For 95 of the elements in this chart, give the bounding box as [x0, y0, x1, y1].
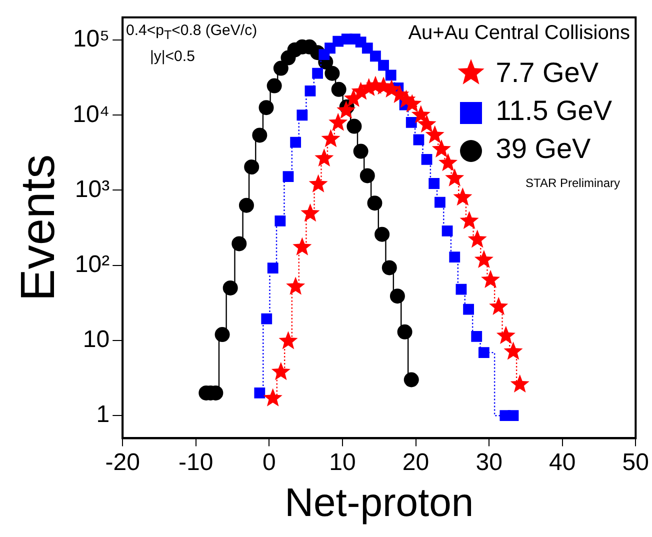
point	[382, 260, 397, 276]
point	[261, 313, 272, 324]
point	[296, 110, 308, 121]
point	[274, 216, 286, 226]
point	[324, 42, 336, 54]
y-tick-label: 10⁴	[72, 100, 110, 128]
y-tick-label: 10³	[74, 176, 110, 203]
annotation: STAR Preliminary	[526, 176, 620, 190]
x-tick-label: 0	[262, 449, 276, 476]
point	[397, 324, 412, 340]
point	[510, 374, 530, 393]
point	[378, 60, 389, 71]
point	[453, 188, 472, 206]
point	[314, 148, 334, 167]
point	[456, 284, 467, 295]
annotation: 0.4<p$_{T}$<0.8 (GeV/c)	[126, 22, 258, 42]
point	[496, 326, 516, 344]
point	[489, 296, 508, 315]
point	[463, 304, 474, 315]
point	[324, 66, 340, 81]
point	[468, 230, 487, 248]
legend-label: 7.7 GeV	[496, 57, 598, 89]
point	[413, 134, 424, 146]
point	[449, 252, 460, 262]
x-tick-label: -20	[105, 449, 140, 476]
point	[404, 372, 419, 388]
point	[438, 153, 458, 172]
point	[390, 288, 405, 304]
point	[385, 70, 396, 81]
point	[266, 78, 282, 94]
point	[367, 196, 382, 211]
point	[445, 168, 464, 186]
point	[271, 362, 290, 380]
x-tick-label: 50	[622, 449, 650, 476]
point	[304, 85, 316, 96]
point	[267, 262, 278, 274]
point	[254, 388, 266, 398]
point	[331, 82, 346, 97]
point	[432, 139, 451, 158]
point	[425, 125, 444, 144]
point	[244, 159, 260, 174]
point	[478, 347, 490, 358]
point	[300, 204, 320, 222]
x-tick-label: 10	[329, 449, 356, 476]
point	[258, 100, 274, 116]
point	[481, 270, 500, 288]
point	[263, 388, 282, 406]
y-axis-title: Events	[12, 154, 66, 302]
point	[421, 154, 432, 165]
point	[321, 129, 340, 148]
point	[312, 68, 324, 79]
point	[474, 250, 494, 268]
point	[362, 42, 373, 54]
point	[214, 327, 230, 342]
point	[252, 128, 268, 143]
point	[411, 105, 430, 124]
point	[290, 136, 302, 148]
point	[406, 116, 417, 128]
annotation: Au+Au Central Collisions	[408, 22, 630, 45]
point	[417, 114, 436, 133]
x-axis-title: Net-proton	[284, 481, 474, 526]
legend-label: 11.5 GeV	[496, 95, 612, 127]
point	[292, 237, 312, 256]
x-tick-label: 30	[476, 449, 502, 476]
point	[471, 331, 482, 342]
point	[282, 171, 294, 182]
y-tick-label: 10²	[74, 250, 110, 278]
point	[232, 236, 247, 252]
point	[374, 226, 390, 242]
x-tick-label: 20	[402, 449, 430, 476]
annotation: |y|<0.5	[150, 48, 195, 65]
x-tick-label: 40	[549, 449, 576, 476]
point	[238, 198, 254, 213]
point	[222, 280, 238, 296]
point	[336, 100, 356, 119]
x-tick-label: -10	[178, 449, 214, 476]
point	[442, 226, 453, 236]
point	[508, 410, 519, 422]
y-tick-label: 10⁵	[72, 26, 110, 53]
point	[460, 210, 479, 230]
point	[353, 144, 368, 159]
point	[370, 50, 381, 62]
point	[434, 196, 446, 208]
legend-label: 39 GeV	[496, 133, 591, 165]
point	[286, 276, 306, 295]
point	[504, 342, 523, 360]
y-tick-label: 1	[96, 401, 110, 428]
point	[328, 112, 348, 131]
point	[308, 174, 328, 192]
y-tick-label: 10	[82, 326, 110, 354]
point	[278, 331, 298, 350]
point	[273, 60, 288, 76]
point	[346, 118, 362, 134]
point	[360, 168, 375, 184]
point	[428, 178, 440, 189]
